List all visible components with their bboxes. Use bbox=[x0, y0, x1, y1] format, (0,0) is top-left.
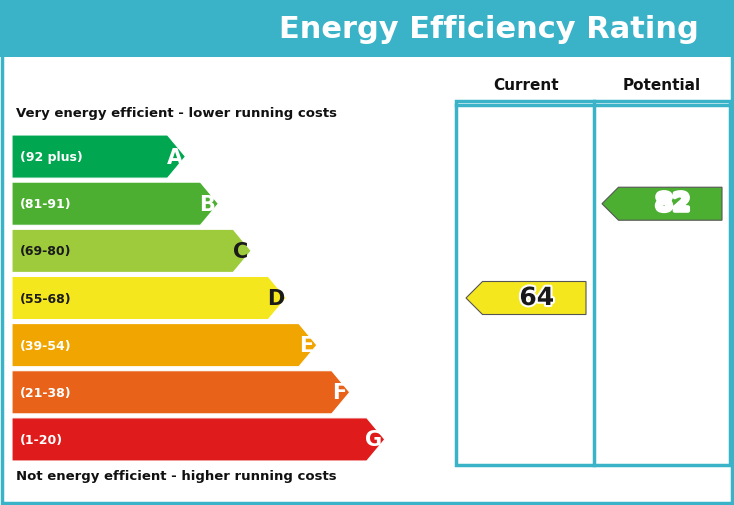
Polygon shape bbox=[12, 183, 218, 226]
Text: Very energy efficient - lower running costs: Very energy efficient - lower running co… bbox=[16, 107, 337, 120]
Bar bbox=[456, 102, 730, 465]
Text: B: B bbox=[200, 194, 216, 214]
Text: Current: Current bbox=[493, 78, 559, 93]
Polygon shape bbox=[12, 371, 349, 414]
Text: (1-20): (1-20) bbox=[20, 433, 63, 446]
Text: E: E bbox=[299, 335, 313, 356]
Polygon shape bbox=[12, 230, 251, 273]
Polygon shape bbox=[12, 324, 317, 367]
Text: F: F bbox=[332, 382, 346, 402]
Polygon shape bbox=[12, 418, 385, 461]
Text: (39-54): (39-54) bbox=[20, 339, 72, 352]
Polygon shape bbox=[466, 282, 586, 315]
Polygon shape bbox=[602, 188, 722, 221]
Text: (69-80): (69-80) bbox=[20, 245, 71, 258]
Text: Energy Efficiency Rating: Energy Efficiency Rating bbox=[279, 15, 699, 43]
Text: 64: 64 bbox=[520, 286, 554, 311]
Text: (92 plus): (92 plus) bbox=[20, 151, 83, 164]
Text: Potential: Potential bbox=[623, 78, 701, 93]
Text: Not energy efficient - higher running costs: Not energy efficient - higher running co… bbox=[16, 469, 337, 482]
Text: 82: 82 bbox=[655, 192, 690, 216]
Text: G: G bbox=[366, 430, 382, 449]
Text: A: A bbox=[167, 147, 183, 167]
Text: (21-38): (21-38) bbox=[20, 386, 72, 399]
Text: C: C bbox=[233, 241, 248, 262]
Text: (81-91): (81-91) bbox=[20, 198, 72, 211]
Text: D: D bbox=[266, 288, 284, 309]
Text: (55-68): (55-68) bbox=[20, 292, 72, 305]
Polygon shape bbox=[12, 136, 186, 179]
Bar bbox=[0, 0, 734, 58]
Polygon shape bbox=[12, 277, 286, 320]
